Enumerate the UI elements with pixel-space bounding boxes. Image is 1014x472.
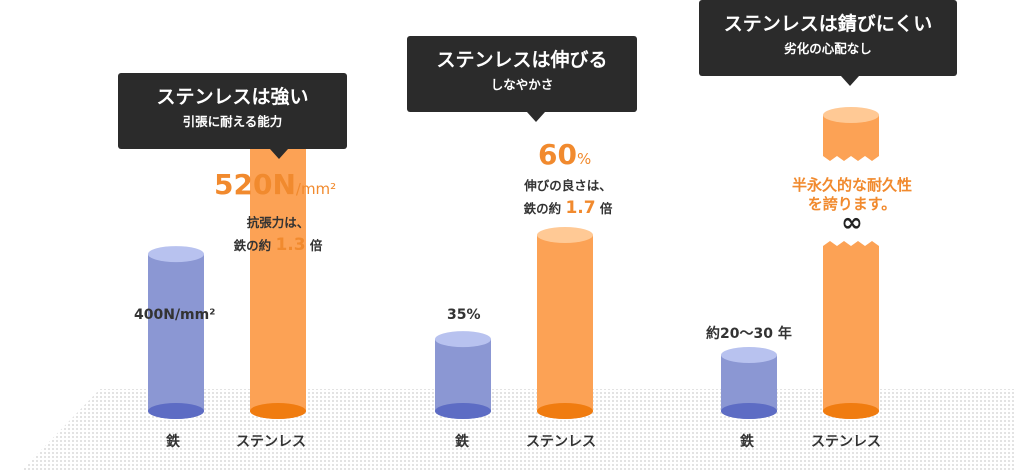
panel-elongation-title: ステンレスは伸びる bbox=[436, 49, 608, 71]
iron-lifespan-label: 約20〜30 年 bbox=[706, 326, 792, 342]
category-stainless-1: ステンレス bbox=[236, 434, 306, 450]
panel-corrosion-bubble: ステンレスは錆びにくい 劣化の心配なし bbox=[699, 0, 957, 86]
bar-stainless-elongation-base bbox=[537, 403, 593, 419]
bar-iron-lifespan-base bbox=[721, 403, 777, 419]
iron-elongation-label: 35% bbox=[447, 307, 481, 323]
panel-strength-title: ステンレスは強い bbox=[156, 86, 309, 108]
panel-strength-subtitle: 引張に耐える能力 bbox=[182, 114, 283, 129]
strength-note-ratio: 1.3 bbox=[275, 235, 306, 255]
panel-strength-bubble: ステンレスは強い 引張に耐える能力 bbox=[118, 73, 347, 159]
category-iron-1: 鉄 bbox=[166, 434, 180, 450]
bar-stainless-strength-body bbox=[250, 123, 306, 419]
stainless-strength-value: 520N/mm² bbox=[214, 170, 364, 204]
infinity-symbol: ∞ bbox=[841, 208, 863, 238]
elongation-note: 伸びの良さは、 鉄の約 1.7 倍 bbox=[506, 175, 630, 220]
elongation-note-ratio: 1.7 bbox=[565, 198, 596, 218]
bar-stainless-strength-base bbox=[250, 403, 306, 419]
category-iron-3: 鉄 bbox=[740, 434, 754, 450]
bar-stainless-lifespan-top bbox=[823, 107, 879, 123]
elongation-note-suffix: 倍 bbox=[599, 201, 613, 216]
durability-line1: 半永久的な耐久性 bbox=[791, 176, 912, 194]
bar-iron-elongation-top bbox=[435, 331, 491, 348]
elongation-note-line1: 伸びの良さは、 bbox=[524, 178, 612, 193]
strength-note: 抗張力は、 鉄の約 1.3 倍 bbox=[218, 212, 338, 257]
stainless-durability-text: 半永久的な耐久性 を誇ります。 bbox=[772, 176, 932, 214]
stainless-strength-number: 520N bbox=[214, 168, 296, 201]
stainless-strength-unit: /mm² bbox=[295, 180, 337, 198]
bar-iron-lifespan-top bbox=[721, 347, 777, 363]
panel-elongation-bubble: ステンレスは伸びる しなやかさ bbox=[407, 36, 637, 122]
category-stainless-2: ステンレス bbox=[526, 434, 596, 450]
bar-iron-strength-top bbox=[148, 246, 204, 263]
stainless-elongation-number: 60 bbox=[538, 138, 577, 171]
elongation-note-prefix: 鉄の約 bbox=[523, 201, 562, 216]
bar-stainless-elongation-body bbox=[537, 235, 593, 419]
panel-elongation-subtitle: しなやかさ bbox=[490, 77, 554, 92]
category-iron-2: 鉄 bbox=[455, 434, 469, 450]
bar-iron-elongation-body bbox=[435, 339, 491, 419]
strength-note-line2: 鉄の約 1.3 倍 bbox=[218, 234, 338, 257]
strength-note-prefix: 鉄の約 bbox=[233, 238, 272, 253]
iron-strength-label: 400N/mm² bbox=[134, 307, 216, 323]
bar-iron-lifespan-body bbox=[721, 355, 777, 419]
bar-stainless-lifespan-base bbox=[823, 403, 879, 419]
strength-note-line1: 抗張力は、 bbox=[246, 215, 310, 230]
panel-corrosion-title: ステンレスは錆びにくい bbox=[723, 13, 933, 35]
bar-iron-strength-body bbox=[148, 254, 204, 419]
bar-stainless-elongation-top bbox=[537, 227, 593, 243]
bar-iron-elongation-base bbox=[435, 403, 491, 419]
stainless-elongation-unit: % bbox=[576, 150, 592, 168]
durability-line2: を誇ります。 bbox=[807, 195, 897, 213]
strength-note-suffix: 倍 bbox=[309, 238, 323, 253]
category-stainless-3: ステンレス bbox=[811, 434, 881, 450]
stainless-elongation-value: 60% bbox=[538, 140, 618, 174]
bar-stainless-lifespan-upper bbox=[823, 115, 879, 161]
bar-stainless-lifespan-lower bbox=[823, 241, 879, 419]
bar-iron-strength-base bbox=[148, 403, 204, 419]
panel-corrosion-subtitle: 劣化の心配なし bbox=[784, 41, 872, 56]
elongation-note-line2: 鉄の約 1.7 倍 bbox=[506, 197, 630, 220]
